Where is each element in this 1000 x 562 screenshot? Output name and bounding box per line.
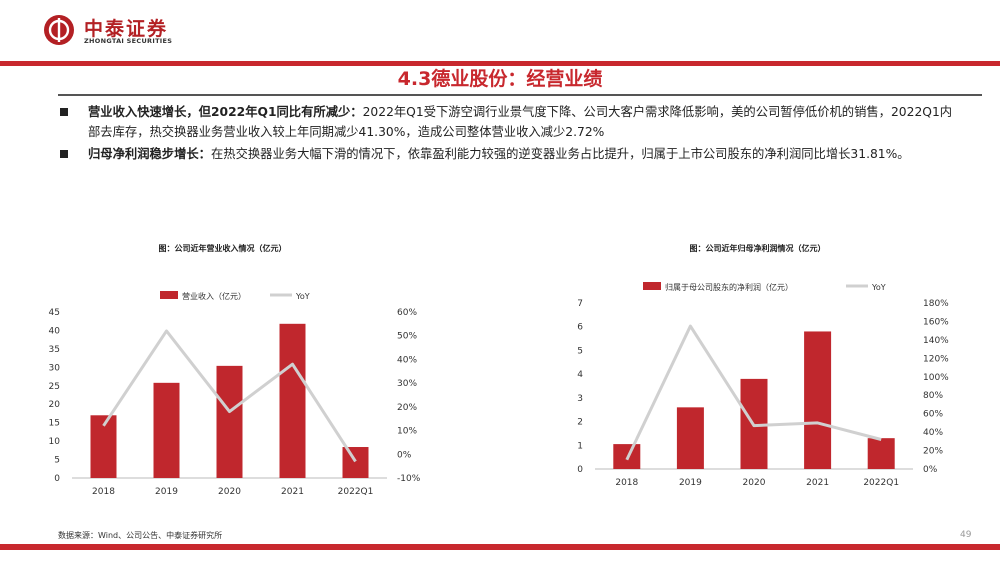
page-number: 49 [960, 530, 972, 540]
y-right-tick-label: 60% [923, 410, 943, 420]
title-divider [58, 94, 982, 96]
chart-title-revenue: 图：公司近年营业收入情况（亿元） [158, 244, 287, 253]
y-right-tick-label: 0% [923, 465, 938, 475]
y-left-tick-label: 40 [49, 326, 61, 336]
y-left-tick-label: 10 [49, 437, 61, 447]
bar [342, 447, 369, 478]
slide-title: 4.3德业股份：经营业绩 [397, 68, 603, 90]
logo-text-en: ZHONGTAI SECURITIES [84, 37, 173, 45]
y-right-tick-label: -10% [397, 474, 421, 484]
y-left-tick-label: 2 [577, 418, 583, 428]
x-tick-label: 2018 [615, 478, 638, 488]
legend-label-line: YoY [295, 292, 310, 301]
y-left-tick-label: 5 [577, 346, 583, 356]
y-left-tick-label: 3 [577, 394, 583, 404]
x-tick-label: 2021 [281, 487, 304, 497]
y-right-tick-label: 100% [923, 373, 949, 383]
header-bar [0, 61, 1000, 66]
y-left-tick-label: 7 [577, 299, 583, 309]
y-left-tick-label: 45 [49, 308, 60, 318]
logo-mark-icon [48, 18, 70, 42]
bar [676, 407, 704, 469]
y-left-tick-label: 6 [577, 323, 583, 333]
footer-bar [0, 544, 1000, 550]
bullet-square-icon [60, 150, 68, 158]
bullet-list: 营业收入快速增长，但2022年Q1同比有所减少：2022年Q1受下游空调行业景气… [58, 102, 953, 166]
series-line-yoy [102, 329, 357, 463]
legend-label-bar: 营业收入（亿元） [182, 291, 246, 301]
profit-chart: 0 1 2 3 4 5 6 7 0% 20% 40% 60% 80% 100% 120% 140% 160% 18… [577, 282, 949, 488]
bullet-text: 在热交换器业务大幅下滑的情况下，依靠盈利能力较强的逆变器业务占比提升，归属于上市… [210, 147, 910, 161]
bullet-item-revenue: 营业收入快速增长，但2022年Q1同比有所减少：2022年Q1受下游空调行业景气… [58, 102, 953, 142]
y-left-tick-label: 5 [54, 456, 60, 466]
legend-label-line: YoY [871, 283, 886, 292]
x-tick-label: 2021 [806, 478, 829, 488]
series-line-yoy [625, 324, 882, 461]
y-right-tick-label: 40% [923, 428, 943, 438]
y-right-tick-label: 20% [397, 403, 417, 413]
y-left-tick-label: 15 [49, 419, 60, 429]
legend-label-bar: 归属于母公司股东的净利润（亿元） [665, 282, 793, 292]
bullet-heading: 归母净利润稳步增长： [88, 147, 211, 161]
y-right-tick-label: 160% [923, 317, 949, 327]
y-right-tick-label: 140% [923, 336, 949, 346]
y-right-tick-label: 80% [923, 391, 943, 401]
bullet-heading: 营业收入快速增长，但2022年Q1同比有所减少： [88, 105, 363, 119]
y-right-tick-label: 40% [397, 355, 417, 365]
y-right-tick-label: 60% [397, 308, 417, 318]
bar [804, 331, 832, 469]
x-tick-label: 2020 [218, 487, 241, 497]
x-tick-label: 2020 [743, 478, 766, 488]
y-right-tick-label: 0% [397, 450, 412, 460]
y-right-tick-label: 50% [397, 332, 417, 342]
revenue-chart: 0 5 10 15 20 25 30 35 40 45 -10% 0% 10% 20% 30% 40% 50% 6… [49, 291, 421, 497]
bar [153, 382, 180, 478]
x-tick-label: 2022Q1 [863, 478, 899, 488]
legend-swatch-bar [160, 291, 178, 299]
bar [279, 323, 306, 478]
y-left-tick-label: 25 [49, 382, 60, 392]
chart-title-profit: 图：公司近年归母净利润情况（亿元） [689, 244, 826, 253]
y-right-tick-label: 10% [397, 427, 417, 437]
y-left-tick-label: 1 [577, 441, 583, 451]
bullet-item-profit: 归母净利润稳步增长：在热交换器业务大幅下滑的情况下，依靠盈利能力较强的逆变器业务… [58, 144, 953, 164]
bullet-square-icon [60, 108, 68, 116]
logo-text-cn: 中泰证券 [84, 18, 169, 40]
y-left-tick-label: 35 [49, 345, 60, 355]
y-left-tick-label: 0 [54, 474, 60, 484]
data-source: 数据来源：Wind、公司公告、中泰证券研究所 [58, 531, 223, 540]
bullet-text: 2022年Q1受下游空调行业景气度下降、公司大客户需求降低影响，美的公司暂停低价… [88, 105, 953, 139]
bar [867, 438, 895, 469]
y-right-tick-label: 20% [923, 447, 943, 457]
x-tick-label: 2019 [679, 478, 702, 488]
y-left-tick-label: 30 [49, 363, 61, 373]
y-right-tick-label: 30% [397, 379, 417, 389]
x-tick-label: 2019 [155, 487, 178, 497]
x-tick-label: 2022Q1 [338, 487, 374, 497]
y-left-tick-label: 20 [49, 400, 61, 410]
legend-swatch-bar [643, 282, 661, 290]
bar [216, 365, 243, 478]
x-tick-label: 2018 [92, 487, 115, 497]
y-left-tick-label: 4 [577, 370, 583, 380]
company-logo-icon [44, 15, 74, 45]
y-left-tick-label: 0 [577, 465, 583, 475]
y-right-tick-label: 180% [923, 299, 949, 309]
y-right-tick-label: 120% [923, 354, 949, 364]
